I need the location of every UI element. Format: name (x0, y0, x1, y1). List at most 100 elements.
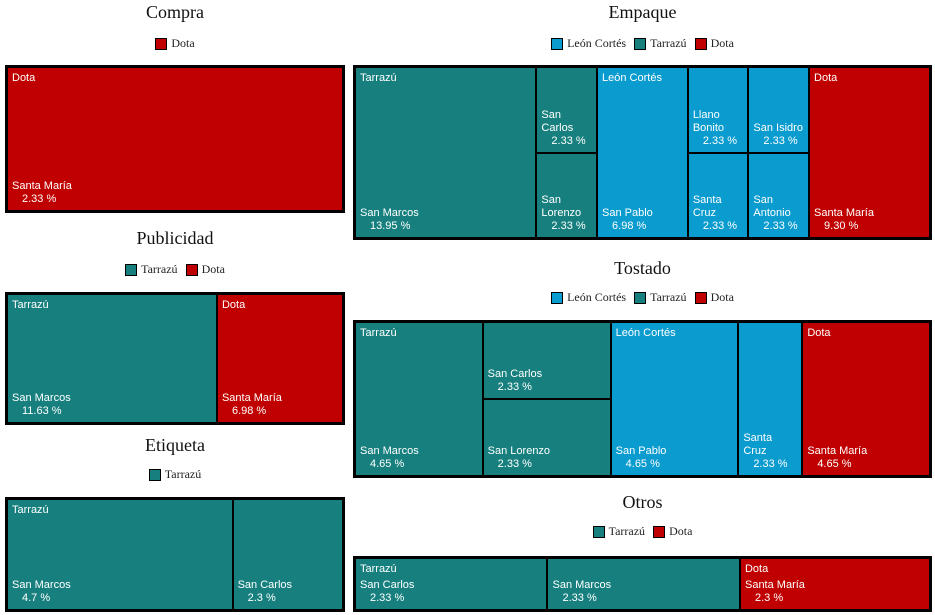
cell-label: San Lorenzo 2.33 % (541, 194, 593, 233)
legend-swatch (592, 525, 605, 538)
cell-value: 2.33 % (562, 592, 597, 604)
treemap-cell: San Marcos 2.33 % (547, 558, 740, 610)
cell-name: Santa María (221, 392, 282, 404)
treemap-cell: San Pablo 4.65 % (610, 322, 739, 476)
treemap-cell: Santa María 9.30 % (809, 67, 930, 238)
cell-name: San Carlos (541, 108, 574, 134)
cell-value: 6.98 % (612, 220, 647, 232)
legend-label: León Cortés (567, 36, 627, 50)
cell-label: Llano Bonito 2.33 % (693, 109, 745, 148)
cell-value: 2.33 % (22, 193, 57, 205)
treemap-cell: Santa Cruz 2.33 % (687, 152, 749, 238)
cell-name: Santa María (814, 207, 874, 219)
cell-value: 2.33 % (702, 220, 738, 232)
chart-title: Empaque (608, 2, 677, 22)
cell-name: Santa María (12, 180, 72, 192)
cell-value: 2.33 % (551, 134, 586, 147)
treemap-group: San Marcos 4.7 % San Carlos 2.3 % Tarrazú (7, 499, 343, 610)
cell-name: San Pablo (602, 207, 653, 219)
cell-value: 4.7 % (22, 592, 51, 604)
legend: León Cortés Tarrazú Dota (353, 290, 932, 305)
treemap-cell: Santa María 6.98 % (216, 294, 343, 423)
cell-value: 9.30 % (824, 220, 859, 232)
cell-label: San Isidro 2.33 % (753, 122, 805, 148)
treemap-group: San Pablo 6.98 % Llano Bonito 2.33 % San Isi… (597, 67, 810, 238)
cell-name: Santa María (744, 579, 805, 591)
cell-value: 2.33 % (497, 458, 532, 470)
legend-item: Dota (694, 36, 734, 51)
cell-label: Santa Cruz 2.33 % (743, 432, 798, 471)
cell-name: San Antonio (753, 194, 791, 219)
legend-swatch (148, 468, 161, 481)
chart-title: Publicidad (136, 228, 214, 248)
cell-label: San Carlos 2.33 % (541, 109, 593, 148)
group-label: Tarrazú (12, 504, 49, 516)
treemap-cell: San Lorenzo 2.33 % (536, 152, 598, 238)
cell-label: San Marcos 11.63 % (12, 392, 213, 418)
cell-value: 2.33 % (551, 220, 586, 232)
legend-swatch (653, 525, 666, 538)
treemap-cell: San Carlos 2.3 % (232, 499, 343, 610)
cell-label: Santa Cruz 2.33 % (693, 194, 745, 233)
group-label: Tarrazú (12, 299, 49, 311)
legend-label: Tarrazú (650, 36, 687, 50)
treemap-group: Santa María 2.33 % Dota (7, 67, 343, 211)
cell-value: 4.65 % (817, 458, 852, 470)
legend-label: Tarrazú (608, 524, 646, 538)
cell-label: San Lorenzo 2.33 % (488, 445, 607, 471)
chart-title: Otros (622, 492, 663, 512)
cell-name: San Marcos (12, 579, 71, 591)
legend-item: León Cortés (551, 36, 626, 51)
legend-item: Dota (185, 262, 225, 277)
treemap: Santa María 2.33 % Dota (5, 65, 345, 213)
cell-label: San Marcos 4.7 % (12, 579, 229, 605)
cell-label: Santa María 2.3 % (745, 579, 926, 605)
treemap-group: San Carlos 2.33 % San Marcos 2.33 % Tarrazú (355, 558, 740, 610)
cell-value: 2.3 % (247, 592, 276, 604)
cell-label: San Carlos 2.3 % (238, 579, 339, 605)
treemap: San Marcos 4.65 % San Carlos 2.33 % San Lore… (353, 320, 932, 478)
cell-label: San Marcos 2.33 % (552, 579, 735, 605)
cell-label: San Marcos 4.65 % (360, 445, 479, 471)
group-label: Dota (814, 72, 838, 84)
group-label: Dota (744, 563, 769, 575)
treemap-group: San Marcos 4.65 % San Carlos 2.33 % San Lore… (355, 322, 611, 476)
legend-item: Tarrazú (125, 262, 178, 277)
cell-name: San Carlos (360, 579, 415, 591)
treemap-group: Santa María 6.98 % Dota (216, 294, 343, 423)
treemap-cell: San Marcos 4.7 % (7, 499, 233, 610)
legend-swatch (634, 37, 647, 50)
legend-label: León Cortés (567, 290, 627, 304)
cell-label: Santa María 2.33 % (12, 180, 339, 206)
cell-label: San Marcos 13.95 % (360, 207, 532, 233)
treemap-cell: San Isidro 2.33 % (748, 67, 810, 153)
group-label: Dota (221, 299, 246, 311)
treemap-group: Santa María 9.30 % Dota (809, 67, 930, 238)
treemap-cell: San Marcos 13.95 % (355, 67, 537, 238)
cell-label: San Carlos 2.33 % (360, 579, 543, 605)
cell-value: 2.33 % (702, 134, 738, 147)
group-label: Dota (12, 72, 36, 84)
legend-swatch (125, 263, 138, 276)
treemap-cell: San Antonio 2.33 % (748, 152, 810, 238)
legend-item: Tarrazú (148, 467, 201, 482)
legend-label: Dota (669, 524, 693, 538)
treemap: San Marcos 13.95 % San Carlos 2.33 % San Lor… (353, 65, 932, 240)
treemap-cell: San Marcos 11.63 % (7, 294, 217, 423)
cell-name: San Marcos (552, 579, 612, 591)
cell-value: 6.98 % (231, 405, 267, 417)
cell-name: San Carlos (487, 368, 543, 380)
treemap-cell: San Carlos 2.33 % (536, 67, 598, 153)
legend: Dota (5, 36, 345, 51)
cell-name: San Marcos (360, 445, 419, 457)
cell-label: Santa María 6.98 % (222, 392, 339, 418)
treemap-group: San Marcos 11.63 % Tarrazú (7, 294, 217, 423)
group-label: Tarrazú (360, 327, 397, 339)
legend-label: Dota (710, 290, 734, 304)
treemap-cell: Santa María 2.3 % (739, 558, 930, 610)
cell-value: 11.63 % (22, 405, 62, 417)
legend-item: León Cortés (551, 290, 626, 305)
legend-label: Dota (710, 36, 734, 50)
cell-name: San Carlos (237, 579, 293, 591)
